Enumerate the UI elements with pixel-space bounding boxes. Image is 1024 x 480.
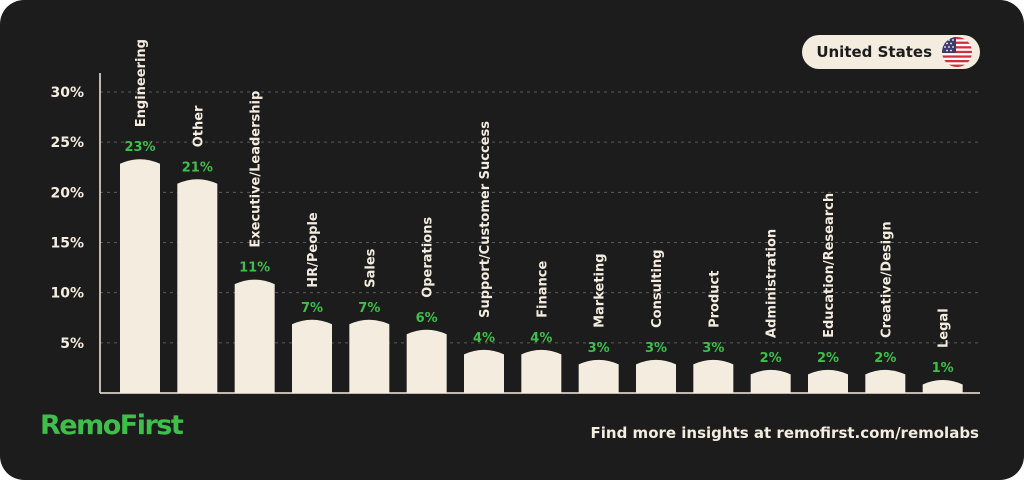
y-tick-label: 25% bbox=[50, 135, 84, 151]
bar bbox=[349, 319, 390, 393]
bar-value-label: 23% bbox=[124, 140, 155, 155]
y-tick-label: 15% bbox=[50, 236, 84, 252]
bar bbox=[636, 359, 676, 393]
bar-value-label: 4% bbox=[530, 331, 552, 346]
y-tick-label: 30% bbox=[50, 85, 84, 101]
bar-value-label: 3% bbox=[588, 341, 610, 356]
y-tick-label: 5% bbox=[60, 336, 84, 352]
us-flag-icon bbox=[942, 37, 972, 67]
bar-value-label: 11% bbox=[239, 261, 270, 276]
category-label: Education/Research bbox=[822, 193, 837, 338]
bar-value-label: 2% bbox=[817, 351, 839, 366]
category-label: Operations bbox=[421, 217, 436, 298]
bar bbox=[406, 329, 447, 393]
bar-value-label: 2% bbox=[760, 351, 782, 366]
bar-value-label: 6% bbox=[416, 311, 438, 326]
category-label: Engineering bbox=[134, 39, 149, 127]
category-label: Consulting bbox=[650, 249, 665, 327]
y-tick-label: 10% bbox=[50, 286, 84, 302]
remofirst-logo: RemoFirst bbox=[40, 410, 184, 441]
bar bbox=[578, 359, 619, 393]
bar bbox=[808, 369, 848, 393]
category-label: Marketing bbox=[593, 253, 608, 327]
category-label: Sales bbox=[363, 248, 378, 287]
bar-value-label: 7% bbox=[301, 301, 323, 316]
bar-value-label: 1% bbox=[932, 361, 954, 376]
y-tick-label: 20% bbox=[50, 185, 84, 201]
bar bbox=[521, 349, 562, 393]
category-label: HR/People bbox=[306, 212, 321, 288]
bar bbox=[865, 369, 906, 393]
category-label: Administration bbox=[765, 229, 780, 338]
bar-value-label: 4% bbox=[473, 331, 495, 346]
bar-value-label: 3% bbox=[702, 341, 724, 356]
bar bbox=[464, 349, 504, 393]
category-label: Other bbox=[191, 105, 206, 147]
category-label: Support/Customer Success bbox=[478, 121, 493, 318]
bar bbox=[177, 179, 218, 393]
country-selector[interactable]: United States bbox=[802, 35, 980, 69]
category-label: Creative/Design bbox=[879, 221, 894, 338]
bar-value-label: 3% bbox=[645, 341, 667, 356]
bar bbox=[750, 369, 791, 393]
category-label: Legal bbox=[937, 308, 952, 348]
bar bbox=[693, 359, 734, 393]
bar bbox=[292, 319, 332, 393]
category-label: Product bbox=[707, 271, 722, 328]
country-label: United States bbox=[816, 43, 932, 61]
bar bbox=[234, 279, 275, 393]
bar-value-label: 2% bbox=[874, 351, 896, 366]
bar bbox=[922, 379, 963, 393]
bar bbox=[120, 159, 160, 393]
bar-value-label: 7% bbox=[358, 301, 380, 316]
footer-link-text[interactable]: Find more insights at remofirst.com/remo… bbox=[590, 424, 979, 442]
bar-value-label: 21% bbox=[182, 160, 213, 175]
category-label: Finance bbox=[535, 261, 550, 318]
category-label: Executive/Leadership bbox=[249, 91, 264, 248]
